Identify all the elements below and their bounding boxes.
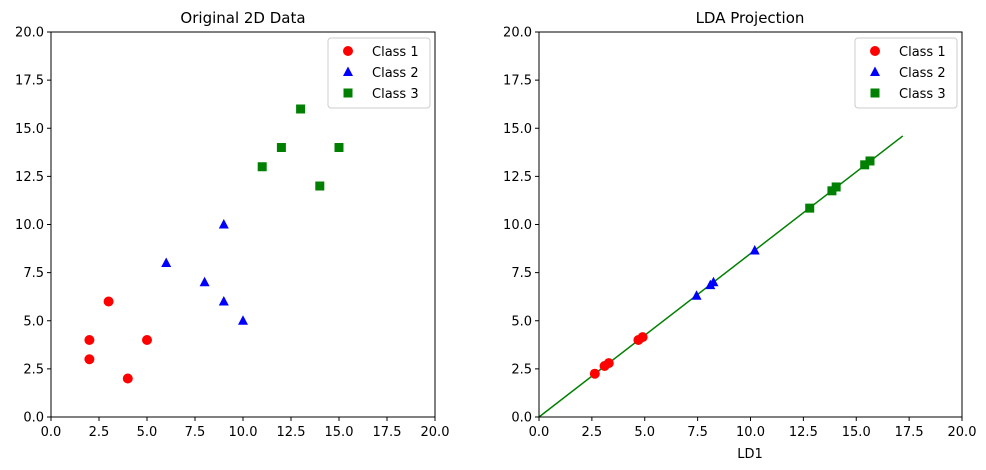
x-tick-label: 10.0 xyxy=(229,425,258,440)
y-tick-label: 5.0 xyxy=(23,314,44,329)
data-point-class-1 xyxy=(637,332,648,343)
y-axis: 0.0 2.5 5.0 7.5 10.0 12.5 15.0 17.5 20.0 xyxy=(15,26,51,426)
data-point-class-3 xyxy=(865,156,875,166)
legend-box xyxy=(854,37,958,109)
x-axis: 0.0 2.5 5.0 7.5 10.0 12.5 15.0 17.5 20.0 xyxy=(529,417,977,440)
data-point-class-2 xyxy=(199,276,210,287)
y-tick-label: 0.0 xyxy=(23,411,44,426)
legend-marker-class-1 xyxy=(343,46,353,56)
chart-title: Original 2D Data xyxy=(180,9,305,27)
x-tick-label: 20.0 xyxy=(421,425,450,440)
data-point-class-1 xyxy=(122,373,133,384)
y-tick-label: 7.5 xyxy=(23,266,44,281)
legend-label-class-2: Class 2 xyxy=(372,66,419,81)
y-tick-label: 10.0 xyxy=(15,218,44,233)
data-point-class-2 xyxy=(749,244,760,255)
chart-title: LDA Projection xyxy=(696,9,805,27)
data-point-class-3 xyxy=(315,181,325,191)
data-point-class-1 xyxy=(103,296,114,307)
y-tick-label: 15.0 xyxy=(15,122,44,137)
data-point-class-3 xyxy=(805,203,815,213)
data-point-class-1 xyxy=(589,368,600,379)
x-tick-label: 15.0 xyxy=(325,425,354,440)
data-point-class-3 xyxy=(831,182,841,192)
legend-box xyxy=(327,37,431,109)
x-axis: 0.0 2.5 5.0 7.5 10.0 12.5 15.0 17.5 20.0 xyxy=(41,417,450,440)
data-point-class-3 xyxy=(257,162,267,172)
data-point-class-3 xyxy=(276,143,286,152)
y-tick-label: 2.5 xyxy=(23,362,44,377)
data-point-class-2 xyxy=(218,296,229,306)
data-point-class-3 xyxy=(296,104,306,114)
chart-lda-projection: LDA Projection 0.0 2.5 5.0 7.5 10.0 12.5 15.0 1… xyxy=(503,9,976,462)
x-tick-label: 12.5 xyxy=(789,425,818,440)
legend-label-class-1: Class 1 xyxy=(899,45,946,60)
x-tick-label: 12.5 xyxy=(277,425,306,440)
x-tick-label: 0.0 xyxy=(529,425,550,440)
data-point-class-1 xyxy=(84,354,95,365)
data-point-class-2 xyxy=(691,290,702,300)
data-point-class-1 xyxy=(84,335,95,345)
legend-marker-class-1 xyxy=(870,46,880,56)
x-tick-label: 17.5 xyxy=(373,425,402,440)
y-tick-label: 0.0 xyxy=(511,411,532,426)
y-axis: 0.0 2.5 5.0 7.5 10.0 12.5 15.0 17.5 20.0 xyxy=(503,26,539,426)
legend-label-class-2: Class 2 xyxy=(899,66,946,81)
legend-label-class-3: Class 3 xyxy=(899,87,946,102)
legend: Class 1 Class 2 Class 3 xyxy=(854,37,958,109)
chart-original-2d-data: Original 2D Data 0.0 2.5 5.0 7.5 10.0 12.5 15.… xyxy=(15,9,449,440)
y-tick-label: 10.0 xyxy=(503,218,532,233)
x-tick-label: 7.5 xyxy=(687,425,708,440)
x-tick-label: 2.5 xyxy=(89,425,110,440)
data-point-class-3 xyxy=(860,160,870,170)
y-tick-label: 2.5 xyxy=(511,362,532,377)
data-point-class-1 xyxy=(142,335,152,345)
y-tick-label: 15.0 xyxy=(503,122,532,137)
legend-marker-class-3 xyxy=(343,88,353,98)
data-point-class-2 xyxy=(708,276,719,287)
y-tick-label: 12.5 xyxy=(503,170,532,185)
projection-line xyxy=(538,135,904,418)
legend-marker-class-2 xyxy=(343,66,353,76)
x-axis-label: LD1 xyxy=(737,447,763,462)
x-tick-label: 7.5 xyxy=(185,425,206,440)
x-tick-label: 17.5 xyxy=(895,425,924,440)
plot-area xyxy=(84,104,344,384)
legend-marker-class-2 xyxy=(870,66,880,76)
y-tick-label: 5.0 xyxy=(511,314,532,329)
y-tick-label: 12.5 xyxy=(15,170,44,185)
y-tick-label: 20.0 xyxy=(15,26,44,41)
x-tick-label: 10.0 xyxy=(736,425,765,440)
y-tick-label: 17.5 xyxy=(15,74,44,89)
x-tick-label: 5.0 xyxy=(137,425,158,440)
legend-label-class-3: Class 3 xyxy=(372,87,419,102)
x-tick-label: 5.0 xyxy=(634,425,655,440)
x-tick-label: 15.0 xyxy=(842,425,871,440)
x-tick-label: 20.0 xyxy=(948,425,977,440)
data-point-class-2 xyxy=(218,219,229,229)
y-tick-label: 17.5 xyxy=(503,74,532,89)
y-tick-label: 20.0 xyxy=(503,26,532,41)
legend-label-class-1: Class 1 xyxy=(372,45,419,60)
data-point-class-2 xyxy=(238,315,248,325)
x-tick-label: 0.0 xyxy=(41,425,62,440)
legend: Class 1 Class 2 Class 3 xyxy=(327,37,431,109)
y-tick-label: 7.5 xyxy=(511,266,532,281)
legend-marker-class-3 xyxy=(870,88,880,98)
x-tick-label: 2.5 xyxy=(582,425,603,440)
data-point-class-3 xyxy=(334,143,344,152)
data-point-class-1 xyxy=(603,358,614,369)
plot-area xyxy=(538,135,904,418)
data-point-class-2 xyxy=(161,257,172,267)
